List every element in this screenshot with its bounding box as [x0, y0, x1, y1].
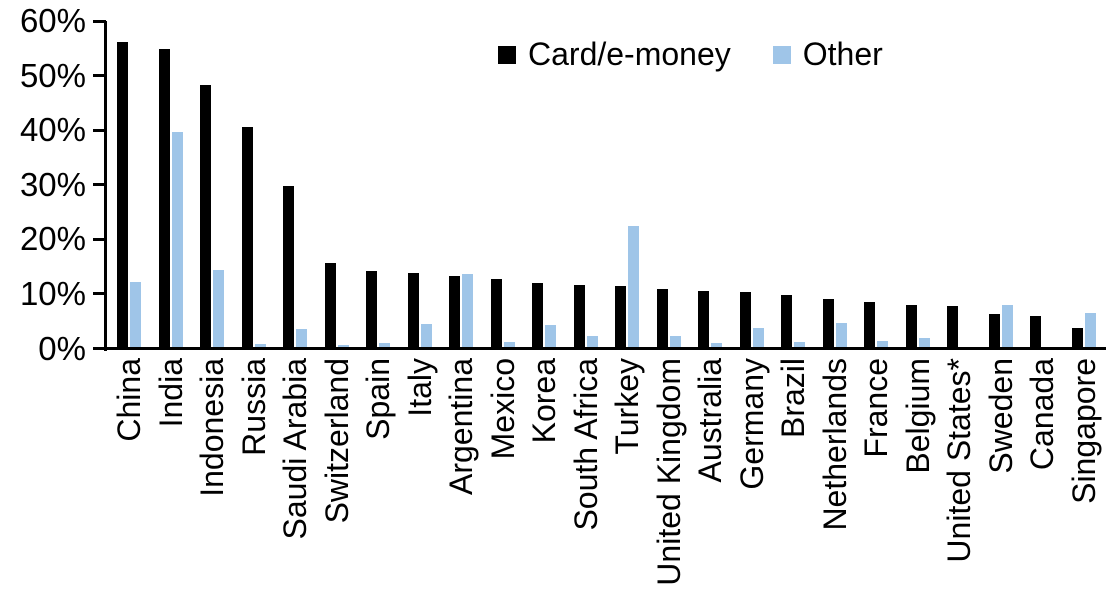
- bar-card-belgium: [905, 304, 917, 349]
- bar-card-mexico: [490, 279, 502, 349]
- y-tick-label-10: 10%: [19, 274, 86, 312]
- y-tick-mark-20: [93, 237, 106, 241]
- bar-card-india: [158, 48, 170, 349]
- x-label-germany: Germany: [733, 358, 770, 490]
- x-label-canada: Canada: [1024, 358, 1060, 471]
- bar-other-mexico: [503, 342, 515, 349]
- y-tick-label-60: 60%: [19, 2, 86, 39]
- bar-card-italy: [407, 272, 419, 349]
- bar-card-brazil: [781, 294, 792, 349]
- bar-card-netherlands: [822, 298, 834, 349]
- y-tick-mark-10: [93, 292, 106, 296]
- x-label-saudi-arabia: Saudi Arabia: [277, 358, 313, 540]
- bar-card-spain: [366, 271, 377, 349]
- bar-other-united-kingdom: [669, 336, 681, 349]
- bar-card-saudi-arabia: [283, 186, 294, 349]
- legend-item-other: Other: [772, 36, 883, 73]
- x-axis-line: [93, 347, 1106, 350]
- bar-card-united-states: [947, 305, 958, 349]
- bar-other-argentina: [462, 274, 473, 349]
- bar-card-united-kingdom: [656, 288, 668, 349]
- x-label-singapore: Singapore: [1065, 358, 1102, 504]
- bar-other-russia: [254, 343, 266, 349]
- x-label-australia: Australia: [692, 358, 728, 483]
- x-label-mexico: Mexico: [484, 358, 521, 460]
- bar-card-sweden: [988, 314, 1000, 349]
- bar-other-belgium: [918, 337, 930, 349]
- y-tick-label-50: 50%: [19, 56, 86, 94]
- x-label-spain: Spain: [360, 358, 396, 440]
- x-label-united-states: United States*: [941, 358, 977, 563]
- bar-card-indonesia: [200, 85, 211, 349]
- bar-other-brazil: [794, 342, 805, 349]
- bar-other-australia: [711, 342, 722, 349]
- bar-card-canada: [1030, 316, 1041, 349]
- bar-card-australia: [698, 291, 709, 349]
- bar-other-italy: [420, 324, 432, 349]
- bar-other-sweden: [1001, 304, 1013, 349]
- y-tick-mark-50: [93, 74, 106, 78]
- y-tick-label-40: 40%: [19, 111, 86, 149]
- x-label-korea: Korea: [526, 358, 562, 444]
- bar-card-turkey: [615, 285, 626, 349]
- chart-legend: Card/e-money Other: [498, 36, 883, 73]
- x-label-argentina: Argentina: [443, 358, 479, 495]
- y-tick-label-30: 30%: [19, 165, 86, 203]
- bar-other-saudi-arabia: [296, 328, 307, 349]
- bar-card-south-africa: [573, 285, 585, 349]
- y-tick-label-0: 0%: [38, 329, 86, 367]
- bar-other-netherlands: [835, 323, 847, 349]
- bar-card-switzerland: [324, 263, 336, 349]
- x-label-france: France: [858, 358, 894, 458]
- bar-other-switzerland: [337, 344, 349, 349]
- legend-swatch-card-icon: [498, 45, 516, 64]
- bar-card-russia: [241, 127, 253, 349]
- bar-other-spain: [379, 342, 390, 349]
- x-label-netherlands: Netherlands: [816, 358, 853, 531]
- y-tick-mark-40: [93, 128, 106, 132]
- x-label-switzerland: Switzerland: [318, 358, 355, 524]
- bar-other-germany: [752, 328, 764, 349]
- bar-card-germany: [739, 292, 751, 349]
- y-tick-label-20: 20%: [19, 220, 86, 258]
- legend-label-card: Card/e-money: [528, 36, 731, 72]
- bar-other-france: [877, 340, 888, 349]
- bar-other-indonesia: [213, 269, 224, 349]
- bar-other-india: [171, 132, 183, 349]
- bar-other-turkey: [628, 225, 639, 349]
- bar-card-china: [117, 42, 128, 349]
- y-tick-mark-30: [93, 183, 106, 187]
- x-label-china: China: [111, 358, 147, 442]
- bar-card-argentina: [449, 276, 460, 349]
- legend-item-card: Card/e-money: [498, 36, 731, 73]
- bar-other-south-africa: [586, 335, 598, 349]
- bar-card-korea: [532, 282, 543, 349]
- x-label-sweden: Sweden: [982, 358, 1019, 474]
- bar-other-korea: [545, 324, 556, 349]
- x-label-russia: Russia: [235, 358, 272, 456]
- bar-card-france: [864, 302, 875, 349]
- bar-card-singapore: [1071, 328, 1083, 349]
- x-label-turkey: Turkey: [609, 358, 645, 455]
- x-label-united-kingdom: United Kingdom: [650, 358, 687, 586]
- x-label-india: India: [152, 358, 189, 428]
- bar-other-china: [130, 281, 141, 349]
- y-axis-line: [104, 21, 107, 351]
- bar-other-singapore: [1084, 312, 1096, 349]
- x-label-brazil: Brazil: [775, 358, 811, 439]
- x-label-indonesia: Indonesia: [194, 358, 230, 497]
- x-label-italy: Italy: [401, 358, 438, 417]
- y-tick-mark-60: [93, 19, 106, 23]
- legend-swatch-other-icon: [772, 45, 791, 64]
- x-label-belgium: Belgium: [899, 358, 936, 474]
- legend-label-other: Other: [802, 36, 883, 72]
- x-label-south-africa: South Africa: [567, 358, 604, 531]
